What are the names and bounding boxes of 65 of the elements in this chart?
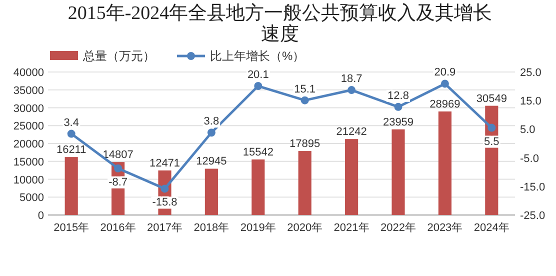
data-label: 18.7 xyxy=(340,73,362,86)
y-tick-label: 30000 xyxy=(13,102,44,115)
data-label: 23959 xyxy=(382,116,414,128)
x-tick-label: 2020年 xyxy=(287,222,323,234)
y-tick-label: 15000 xyxy=(13,156,44,168)
data-label: 15.1 xyxy=(294,83,316,96)
point xyxy=(207,128,216,137)
data-label: -8.7 xyxy=(108,176,128,188)
point xyxy=(348,86,356,94)
point xyxy=(160,184,169,193)
x-tick-label: 2016年 xyxy=(100,222,136,234)
bar xyxy=(204,168,218,215)
y-tick-label: 20000 xyxy=(13,138,44,150)
data-label: 21242 xyxy=(336,126,367,138)
bar xyxy=(252,159,265,215)
point xyxy=(300,96,309,104)
bar xyxy=(345,139,358,215)
x-tick-label: 2015年 xyxy=(54,222,90,234)
y2-tick-label: -5.0 xyxy=(520,152,539,165)
x-tick-label: 2019年 xyxy=(240,222,276,234)
y2-tick-label: 5.0 xyxy=(520,124,536,136)
y2-tick-label: -15.0 xyxy=(520,181,546,194)
y-tick-label: 0 xyxy=(38,210,44,222)
y-tick-label: 40000 xyxy=(13,67,44,79)
data-label: 14807 xyxy=(102,149,134,162)
point xyxy=(254,82,262,90)
bar xyxy=(438,111,452,215)
x-tick-label: 2023年 xyxy=(427,222,463,234)
y-tick-label: 5000 xyxy=(20,192,44,204)
legend-label: 总量（万元） xyxy=(82,49,155,63)
data-label: 20.1 xyxy=(247,69,269,82)
data-label: 3.4 xyxy=(64,116,79,129)
point xyxy=(440,80,449,88)
data-label: 16211 xyxy=(56,144,86,156)
bar xyxy=(298,151,312,215)
data-label: 12945 xyxy=(196,156,227,168)
point xyxy=(114,164,122,172)
chart-title: 2015年-2024年全县地方一般公共预算收入及其增长速度 xyxy=(66,3,494,45)
x-tick-label: 2021年 xyxy=(334,222,370,234)
y2-tick-label: -25.0 xyxy=(520,210,546,222)
data-label: 12.8 xyxy=(388,90,409,102)
y2-tick-label: 25.0 xyxy=(520,67,542,79)
x-tick-label: 2022年 xyxy=(380,222,416,234)
data-label: 17895 xyxy=(290,138,320,150)
data-label: 12471 xyxy=(149,157,180,170)
point xyxy=(67,130,76,138)
data-label: 30549 xyxy=(476,92,507,105)
data-label: 20.9 xyxy=(434,66,456,79)
y-tick-label: 25000 xyxy=(13,120,44,133)
y-tick-label: 10000 xyxy=(13,174,44,186)
point xyxy=(394,102,402,111)
y-tick-label: 35000 xyxy=(13,84,44,97)
data-label: 15542 xyxy=(242,146,274,158)
data-label: -15.8 xyxy=(152,196,178,209)
data-label: 28969 xyxy=(430,98,460,110)
data-label: 5.5 xyxy=(484,136,500,148)
x-tick-label: 2018年 xyxy=(194,222,230,234)
bar xyxy=(64,157,78,215)
point xyxy=(488,124,496,132)
data-label: 3.8 xyxy=(204,116,220,128)
legend-label: 比上年增长（%） xyxy=(210,49,305,63)
bar xyxy=(392,129,405,215)
x-tick-label: 2024年 xyxy=(474,222,510,234)
y2-tick-label: 15.0 xyxy=(520,96,542,108)
x-tick-label: 2017年 xyxy=(147,222,182,234)
